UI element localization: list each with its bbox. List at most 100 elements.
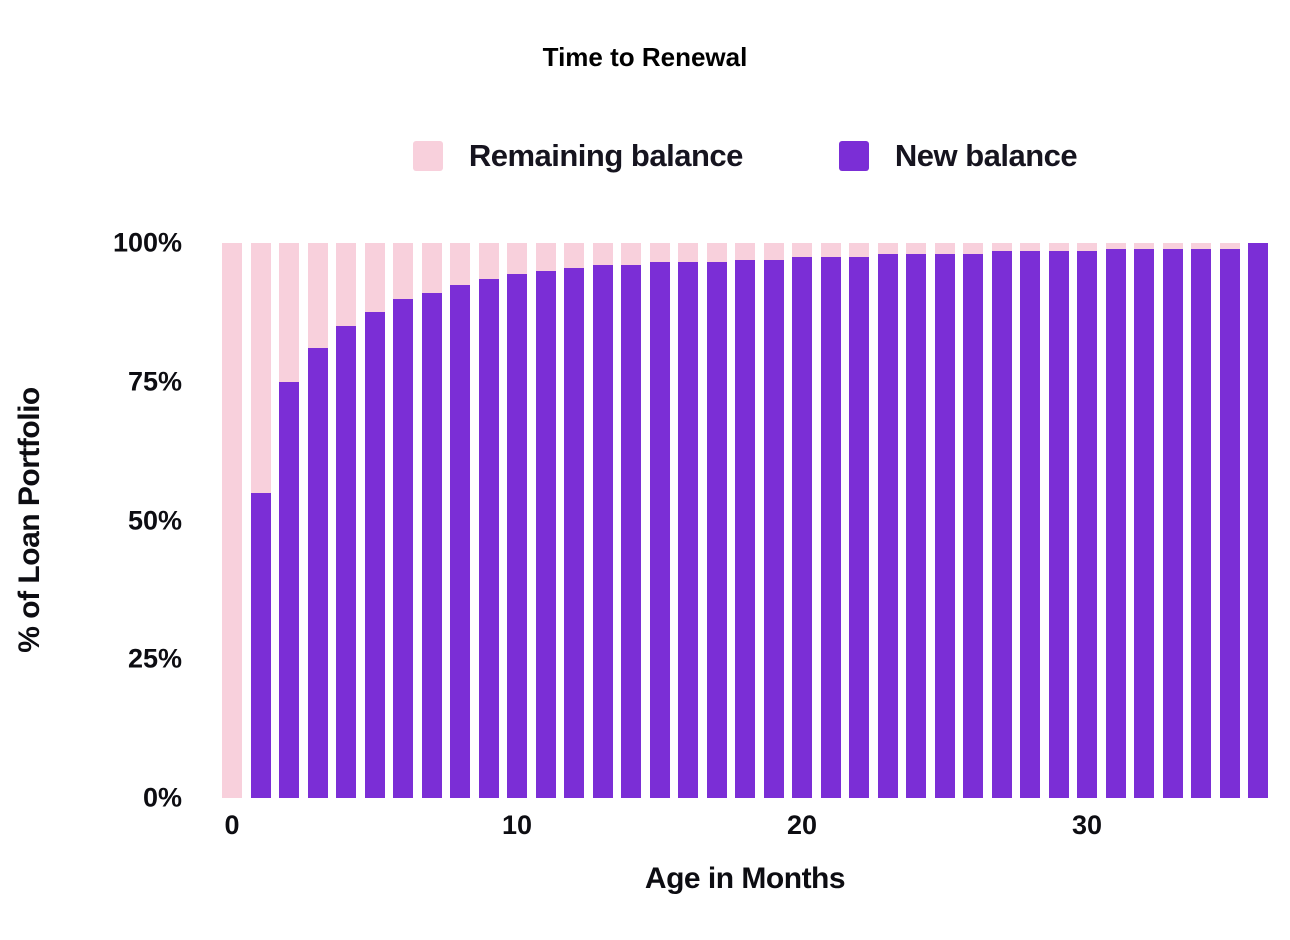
bar-month-8 [450, 243, 470, 798]
new-balance-segment [592, 265, 613, 798]
remaining-balance-segment [478, 243, 499, 280]
remaining-balance-segment [421, 243, 442, 293]
legend: Remaining balance New balance [222, 138, 1268, 174]
new-balance-segment [963, 254, 983, 798]
new-balance-segment [507, 273, 527, 798]
bar-month-4 [336, 243, 356, 798]
remaining-balance-segment [307, 243, 328, 349]
remaining-balance-segment [535, 243, 556, 271]
bar-month-13 [592, 243, 613, 798]
new-balance-segment [1077, 251, 1097, 798]
new-balance-segment [877, 254, 898, 798]
new-balance-segment [735, 259, 755, 798]
new-balance-segment [535, 270, 556, 798]
new-balance-segment [934, 254, 955, 798]
remaining-balance-segment [450, 243, 470, 285]
x-axis-tick-labels: 0 10 20 30 [222, 810, 1268, 846]
bar-month-29 [1048, 243, 1069, 798]
x-tick-30: 30 [1071, 810, 1103, 840]
remaining-balance-segment [1105, 243, 1126, 249]
new-balance-swatch-icon [838, 141, 869, 171]
remaining-balance-segment [621, 243, 641, 266]
new-balance-segment [1020, 251, 1040, 798]
remaining-balance-segment [250, 243, 271, 493]
new-balance-segment [421, 292, 442, 798]
remaining-balance-segment [763, 243, 784, 260]
remaining-balance-segment [1191, 243, 1211, 249]
legend-item-new-balance: New balance [838, 138, 1078, 174]
new-balance-segment [649, 262, 670, 798]
bar-month-33 [1162, 243, 1183, 798]
bar-month-28 [1020, 243, 1040, 798]
new-balance-segment [1248, 243, 1268, 798]
remaining-balance-segment [1134, 243, 1154, 249]
new-balance-segment [564, 267, 584, 798]
remaining-balance-segment [564, 243, 584, 268]
new-balance-segment [307, 348, 328, 798]
new-balance-segment [621, 265, 641, 798]
new-balance-segment [1134, 248, 1154, 798]
bar-month-14 [621, 243, 641, 798]
bar-month-7 [421, 243, 442, 798]
remaining-balance-segment [1219, 243, 1240, 249]
remaining-balance-segment [1077, 243, 1097, 252]
new-balance-segment [763, 259, 784, 798]
bar-month-12 [564, 243, 584, 798]
remaining-balance-segment [649, 243, 670, 263]
bar-month-26 [963, 243, 983, 798]
remaining-balance-segment [706, 243, 727, 263]
bar-month-32 [1134, 243, 1154, 798]
new-balance-segment [706, 262, 727, 798]
bar-month-6 [393, 243, 413, 798]
bar-month-17 [706, 243, 727, 798]
new-balance-segment [820, 256, 841, 798]
remaining-balance-segment [934, 243, 955, 255]
remaining-balance-segment [877, 243, 898, 255]
new-balance-segment [1191, 248, 1211, 798]
new-balance-segment [250, 492, 271, 798]
x-axis-title: Age in Months [644, 862, 846, 895]
remaining-balance-segment [735, 243, 755, 260]
remaining-balance-segment [507, 243, 527, 274]
new-balance-segment [1048, 251, 1069, 798]
new-balance-segment [849, 256, 869, 798]
remaining-balance-segment [991, 243, 1012, 252]
remaining-balance-segment [820, 243, 841, 257]
remaining-balance-segment [792, 243, 812, 257]
bar-month-24 [906, 243, 926, 798]
new-balance-segment [792, 256, 812, 798]
y-axis-tick-labels: 100% 75% 50% 25% 0% [0, 228, 182, 813]
y-tick-0%: 0% [142, 782, 182, 813]
new-balance-segment [1219, 248, 1240, 798]
remaining-balance-swatch-icon [412, 141, 443, 171]
remaining-balance-segment [222, 243, 242, 798]
bar-month-31 [1105, 243, 1126, 798]
remaining-balance-segment [279, 243, 299, 382]
new-balance-segment [678, 262, 698, 798]
y-tick-75%: 75% [127, 366, 182, 397]
new-balance-segment [393, 298, 413, 798]
new-balance-segment [450, 284, 470, 798]
bar-month-16 [678, 243, 698, 798]
bar-month-3 [307, 243, 328, 798]
new-balance-segment [1162, 248, 1183, 798]
new-balance-segment [364, 312, 385, 798]
plot-area [222, 243, 1268, 798]
bar-month-27 [991, 243, 1012, 798]
y-tick-50%: 50% [127, 505, 182, 535]
remaining-balance-segment [906, 243, 926, 255]
new-balance-segment [906, 254, 926, 798]
bar-month-34 [1191, 243, 1211, 798]
x-tick-20: 20 [786, 810, 818, 840]
bar-month-19 [763, 243, 784, 798]
remaining-balance-segment [592, 243, 613, 266]
x-tick-0: 0 [224, 810, 240, 840]
remaining-balance-segment [336, 243, 356, 327]
bar-month-5 [364, 243, 385, 798]
bar-month-36 [1248, 243, 1268, 798]
remaining-balance-segment [963, 243, 983, 255]
bar-month-2 [279, 243, 299, 798]
chart-title: Time to Renewal [542, 42, 748, 72]
new-balance-segment [1105, 248, 1126, 798]
